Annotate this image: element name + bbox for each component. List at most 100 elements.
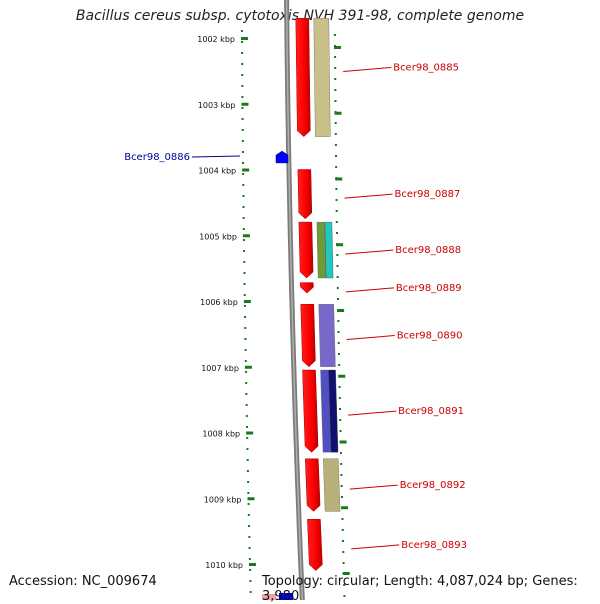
gene-Bcer98_0886 <box>275 150 289 164</box>
ruler-tick <box>242 168 250 172</box>
ruler-dot-right <box>340 474 343 476</box>
ruler-dot-right <box>335 188 338 190</box>
ruler-dot-left <box>242 217 245 219</box>
ruler-tick-label: 1002 kbp <box>197 35 235 44</box>
gene-arrow <box>275 150 289 164</box>
ruler-dot-left <box>244 360 247 362</box>
ruler-dot-left <box>244 327 247 329</box>
ruler-dot-right <box>341 540 344 542</box>
gene-Bcer98_0887 <box>297 169 313 220</box>
ruler-dot-left <box>241 41 244 43</box>
ruler-dot-right <box>338 397 341 399</box>
ruler-dot-left <box>242 184 245 186</box>
ruler-dot-right <box>334 78 337 80</box>
ruler-tick-label: 1008 kbp <box>202 430 240 439</box>
ruler-dot-right <box>342 562 345 564</box>
ruler-dot-left <box>246 448 249 450</box>
ruler-dot-left <box>242 195 245 197</box>
ruler-dot-left <box>248 536 251 538</box>
ruler-dot-left <box>247 481 250 483</box>
ruler-dot-right <box>334 67 337 69</box>
ruler-dot-left <box>243 283 246 285</box>
ruler-tick-right <box>337 309 345 312</box>
ruler-tick-label: 1003 kbp <box>198 101 236 110</box>
ruler-dot-left <box>243 305 246 307</box>
ruler-dot-left <box>245 382 248 384</box>
ruler-dot-right <box>334 144 337 146</box>
ruler-dot-right <box>339 408 342 410</box>
ruler-dot-left <box>248 525 251 527</box>
gene-Bcer98_0889 <box>299 282 314 294</box>
ruler: 1002 kbp 1003 kbp 1004 kbp 1005 kbp 1006 kbp… <box>197 30 350 597</box>
gene-label: Bcer98_0891 <box>398 406 464 417</box>
ruler-dot-right <box>335 166 338 168</box>
ruler-tick-label: 1005 kbp <box>199 232 237 241</box>
accession-text: Accession: NC_009674 <box>9 574 157 589</box>
gene-Bcer98_0888 <box>298 221 334 279</box>
ruler-dot-left <box>242 162 245 164</box>
ruler-dot-left <box>243 250 246 252</box>
ruler-tick-right <box>342 572 350 575</box>
ruler-dot-left <box>246 470 249 472</box>
ruler-dot-right <box>335 221 338 223</box>
ruler-dot-right <box>337 320 340 322</box>
ruler-dot-right <box>333 34 336 36</box>
ruler-tick-right <box>341 506 349 510</box>
ruler-dot-right <box>334 133 337 135</box>
ruler-dot-right <box>342 551 345 553</box>
ruler-dot-right <box>341 518 344 520</box>
gene-label: Bcer98_0887 <box>395 189 461 200</box>
ruler-dot-right <box>338 364 341 366</box>
ruler-dot-right <box>334 56 337 58</box>
gene-label: Bcer98_0892 <box>400 480 466 491</box>
gene-label: Bcer98_0888 <box>395 245 461 256</box>
ruler-tick-right <box>334 111 342 115</box>
cog-bar <box>323 458 341 512</box>
ruler-dot-right <box>336 254 339 256</box>
ruler-dot-right <box>340 485 343 487</box>
ruler-tick-label: 1009 kbp <box>204 495 242 504</box>
ruler-dot-left <box>247 492 250 494</box>
ruler-dot-right <box>335 232 338 234</box>
genes-track <box>262 18 341 600</box>
gene-arrow <box>304 458 321 512</box>
ruler-dot-left <box>243 261 246 263</box>
ruler-dot-left <box>243 294 246 296</box>
ruler-tick-right <box>336 243 344 247</box>
ruler-dot-right <box>335 155 338 157</box>
ruler-dot-right <box>339 452 342 454</box>
gene-Bcer98_0885 <box>295 18 331 137</box>
ruler-dot-right <box>340 463 343 465</box>
ruler-dot-right <box>339 419 342 421</box>
genome-title: Bacillus cereus subsp. cytotoxis NVH 391… <box>75 8 525 24</box>
gene-label: Bcer98_0886 <box>124 152 190 163</box>
gene-arrow <box>297 169 313 220</box>
ruler-dot-left <box>248 547 251 549</box>
ruler-dot-left <box>241 74 244 76</box>
ruler-dot-right <box>335 199 338 201</box>
ruler-dot-left <box>242 206 245 208</box>
gene-arrow <box>300 304 316 368</box>
gene-arrow <box>302 369 319 453</box>
ruler-dot-left <box>241 96 244 98</box>
ruler-dot-left <box>241 63 244 65</box>
ruler-dot-left <box>249 569 252 571</box>
ruler-dot-left <box>245 393 248 395</box>
ruler-tick-label: 1007 kbp <box>201 364 239 373</box>
ruler-dot-left <box>247 514 250 516</box>
ruler-dot-left <box>241 52 244 54</box>
gene-arrow <box>307 519 323 571</box>
cog-bar <box>316 221 327 279</box>
gene-fragment <box>279 593 293 600</box>
gene-Bcer98_0891 <box>302 369 339 453</box>
ruler-dot-right <box>341 529 344 531</box>
gene-label: Bcer98_0890 <box>397 331 463 342</box>
ruler-dot-left <box>249 591 252 593</box>
ruler-dot-right <box>334 100 337 102</box>
backbone <box>284 0 305 600</box>
ruler-tick-right <box>338 374 346 378</box>
cog-bar-2 <box>324 221 334 279</box>
ruler-dot-left <box>246 437 249 439</box>
ruler-dot-right <box>336 298 339 300</box>
ruler-dot-right <box>337 342 340 344</box>
